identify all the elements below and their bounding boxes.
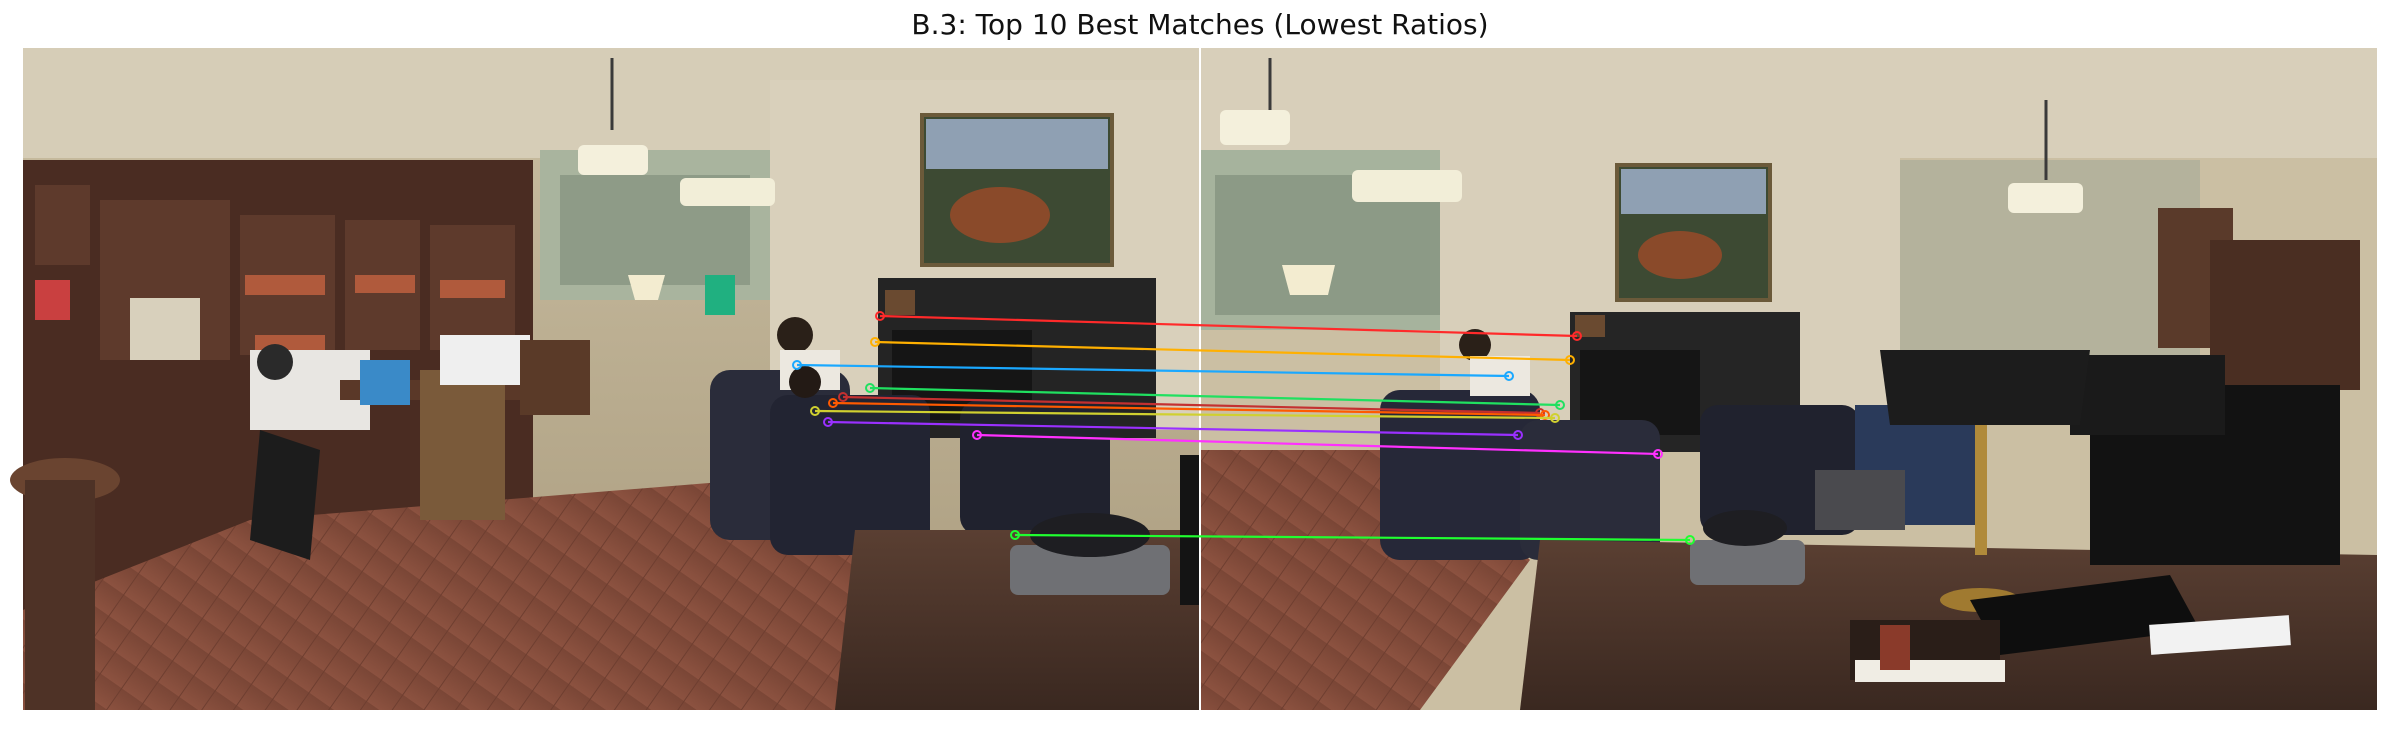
- match-lines: [792, 311, 1695, 545]
- keypoint-marker: [1550, 413, 1560, 423]
- keypoint-marker: [1572, 331, 1582, 341]
- keypoint-marker: [865, 383, 875, 393]
- keypoint-marker: [1565, 355, 1575, 365]
- match-line: [796, 363, 1510, 378]
- left-photo: [10, 48, 1200, 710]
- keypoint-marker: [1513, 430, 1523, 440]
- keypoint-marker: [838, 392, 848, 402]
- match-line: [869, 386, 1561, 407]
- keypoint-marker: [1685, 535, 1695, 545]
- keypoint-marker: [1555, 400, 1565, 410]
- match-line: [879, 314, 1578, 338]
- keypoint-marker: [972, 430, 982, 440]
- keypoint-marker: [823, 417, 833, 427]
- match-line: [976, 433, 1659, 456]
- match-line: [814, 409, 1556, 420]
- figure-title: B.3: Top 10 Best Matches (Lowest Ratios): [911, 8, 1489, 41]
- keypoint-marker: [828, 398, 838, 408]
- match-line: [827, 420, 1519, 437]
- keypoint-marker: [1010, 530, 1020, 540]
- match-line: [842, 395, 1541, 415]
- keypoint-marker: [1504, 371, 1514, 381]
- keypoint-marker: [1653, 449, 1663, 459]
- match-line: [874, 340, 1571, 362]
- match-line: [1014, 533, 1691, 542]
- keypoint-marker: [792, 360, 802, 370]
- keypoint-marker: [875, 311, 885, 321]
- keypoint-marker: [870, 337, 880, 347]
- keypoint-marker: [810, 406, 820, 416]
- match-line: [832, 401, 1546, 417]
- right-photo: [1200, 48, 2377, 710]
